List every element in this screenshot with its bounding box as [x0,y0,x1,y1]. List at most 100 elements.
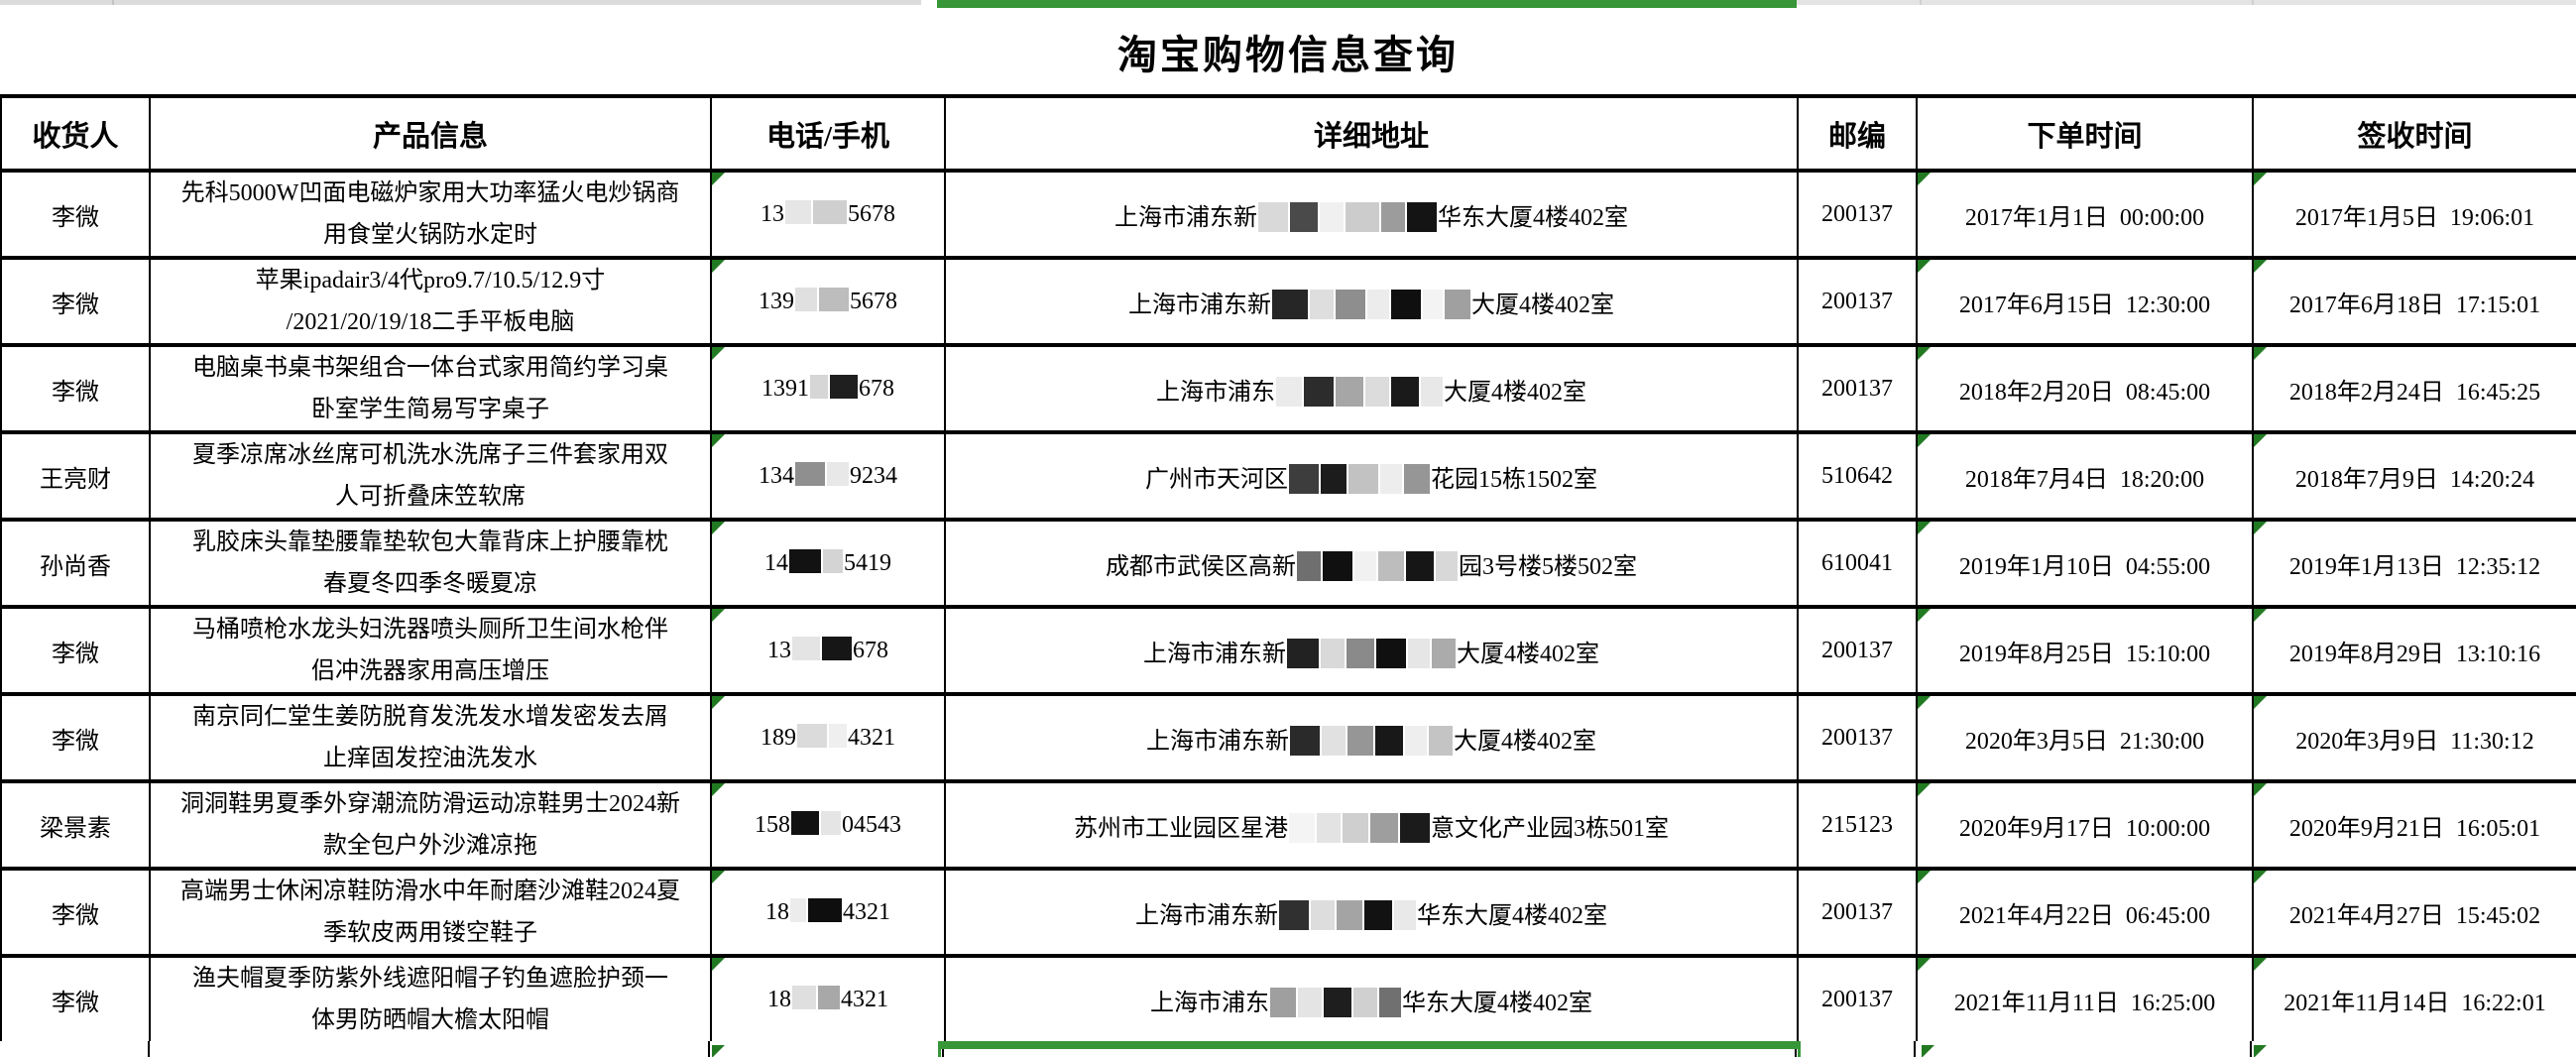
table-row[interactable]: 李微 先科5000W凹面电磁炉家用大功率猛火电炒锅商 用食堂火锅防水定时 13 5… [0,169,2576,260]
phone-cell[interactable]: 18 4321 [710,954,946,1045]
product-cell[interactable]: 洞洞鞋男夏季外穿潮流防滑运动凉鞋男士2024新 款全包户外沙滩凉拖 [149,779,712,871]
recipient-cell[interactable]: 孙尚香 [0,518,151,609]
recipient-name: 李微 [52,990,99,1016]
zip-cell[interactable]: 610041 [1797,518,1918,609]
redaction-box [1364,899,1392,930]
address-cell[interactable]: 广州市天河区 花园15栋1502室 [944,430,1799,522]
zip-cell[interactable]: 200137 [1797,169,1918,260]
zip-cell[interactable]: 200137 [1797,605,1918,696]
table-row[interactable]: 李微 渔夫帽夏季防紫外线遮阳帽子钓鱼遮脸护颈一 体男防晒帽大檐太阳帽 18 432… [0,954,2576,1045]
zip-cell[interactable]: 510642 [1797,430,1918,522]
error-triangle-icon [1919,436,1931,447]
table-row[interactable]: 李微 电脑桌书桌书架组合一体台式家用简约学习桌 卧室学生简易写字桌子 1391 6… [0,343,2576,434]
zip-cell[interactable]: 200137 [1797,256,1918,347]
header-zip[interactable]: 邮编 [1797,94,1918,173]
product-cell[interactable]: 苹果ipadair3/4代pro9.7/10.5/12.9寸 /2021/20/… [149,256,712,347]
table-row[interactable]: 孙尚香 乳胶床头靠垫腰靠垫软包大靠背床上护腰靠枕 春夏冬四季冬暖夏凉 14 541… [0,518,2576,609]
address-cell[interactable]: 苏州市工业园区星港 意文化产业园3栋501室 [944,779,1799,871]
product-cell[interactable]: 渔夫帽夏季防紫外线遮阳帽子钓鱼遮脸护颈一 体男防晒帽大檐太阳帽 [149,954,712,1045]
order-time-cell[interactable]: 2019年8月25日 15:10:00 [1916,605,2254,696]
header-recipient[interactable]: 收货人 [0,94,151,173]
product-cell[interactable]: 乳胶床头靠垫腰靠垫软包大靠背床上护腰靠枕 春夏冬四季冬暖夏凉 [149,518,712,609]
phone-cell[interactable]: 139 5678 [710,256,946,347]
error-triangle-icon [713,960,725,971]
phone-redaction [796,724,848,751]
header-address[interactable]: 详细地址 [944,94,1799,173]
recipient-name: 李微 [52,641,99,667]
zip-cell[interactable]: 200137 [1797,692,1918,783]
header-phone[interactable]: 电话/手机 [710,94,946,173]
order-time-cell[interactable]: 2021年11月11日 16:25:00 [1916,954,2254,1045]
product-cell[interactable]: 南京同仁堂生姜防脱育发洗发水增发密发去屑 止痒固发控油洗发水 [149,692,712,783]
order-time-cell[interactable]: 2021年4月22日 06:45:00 [1916,867,2254,958]
order-time: 2017年1月1日 00:00:00 [1964,204,2205,231]
table-row[interactable]: 李微 苹果ipadair3/4代pro9.7/10.5/12.9寸 /2021/… [0,256,2576,347]
recipient-cell[interactable]: 李微 [0,169,151,260]
order-time-cell[interactable]: 2020年3月5日 21:30:00 [1916,692,2254,783]
product-cell[interactable]: 高端男士休闲凉鞋防滑水中年耐磨沙滩鞋2024夏 季软皮两用镂空鞋子 [149,867,712,958]
order-time-cell[interactable]: 2019年1月10日 04:55:00 [1916,518,2254,609]
address-prefix: 苏州市工业园区星港 [1074,815,1288,842]
recipient-cell[interactable]: 李微 [0,692,151,783]
header-order-time[interactable]: 下单时间 [1916,94,2254,173]
address-cell[interactable]: 上海市浦东新 华东大厦4楼402室 [944,867,1799,958]
sign-time-cell[interactable]: 2019年8月29日 13:10:16 [2252,605,2576,696]
recipient-cell[interactable]: 李微 [0,605,151,696]
address-cell[interactable]: 上海市浦东 大厦4楼402室 [944,343,1799,434]
zip-cell[interactable]: 200137 [1797,343,1918,434]
recipient-cell[interactable]: 王亮财 [0,430,151,522]
phone-cell[interactable]: 14 5419 [710,518,946,609]
product-cell[interactable]: 电脑桌书桌书架组合一体台式家用简约学习桌 卧室学生简易写字桌子 [149,343,712,434]
recipient-cell[interactable]: 李微 [0,343,151,434]
table-row[interactable]: 李微 南京同仁堂生姜防脱育发洗发水增发密发去屑 止痒固发控油洗发水 189 432… [0,692,2576,783]
table-row[interactable]: 李微 马桶喷枪水龙头妇洗器喷头厕所卫生间水枪伴 侣冲洗器家用高压增压 13 678… [0,605,2576,696]
table-row[interactable]: 王亮财 夏季凉席冰丝席可机洗水洗席子三件套家用双 人可折叠床笠软席 134 923… [0,430,2576,522]
product-cell[interactable]: 马桶喷枪水龙头妇洗器喷头厕所卫生间水枪伴 侣冲洗器家用高压增压 [149,605,712,696]
table-row[interactable]: 梁景素 洞洞鞋男夏季外穿潮流防滑运动凉鞋男士2024新 款全包户外沙滩凉拖 15… [0,779,2576,871]
error-triangle-icon [1922,1045,1934,1057]
zip-cell[interactable]: 200137 [1797,954,1918,1045]
address-cell[interactable]: 上海市浦东新 大厦4楼402室 [944,692,1799,783]
header-product[interactable]: 产品信息 [149,94,712,173]
sign-time-cell[interactable]: 2018年7月9日 14:20:24 [2252,430,2576,522]
sign-time-cell[interactable]: 2020年9月21日 16:05:01 [2252,779,2576,871]
error-triangle-icon [1919,873,1931,883]
phone-cell[interactable]: 158 04543 [710,779,946,871]
product-cell[interactable]: 先科5000W凹面电磁炉家用大功率猛火电炒锅商 用食堂火锅防水定时 [149,169,712,260]
sign-time-cell[interactable]: 2017年1月5日 19:06:01 [2252,169,2576,260]
sign-time-cell[interactable]: 2019年1月13日 12:35:12 [2252,518,2576,609]
order-time-cell[interactable]: 2020年9月17日 10:00:00 [1916,779,2254,871]
product-cell[interactable]: 夏季凉席冰丝席可机洗水洗席子三件套家用双 人可折叠床笠软席 [149,430,712,522]
address-cell[interactable]: 成都市武侯区高新 园3号楼5楼502室 [944,518,1799,609]
phone-cell[interactable]: 13 678 [710,605,946,696]
recipient-cell[interactable]: 李微 [0,867,151,958]
order-time-cell[interactable]: 2018年7月4日 18:20:00 [1916,430,2254,522]
phone-cell[interactable]: 189 4321 [710,692,946,783]
recipient-cell[interactable]: 梁景素 [0,779,151,871]
phone-cell[interactable]: 18 4321 [710,867,946,958]
zip-cell[interactable]: 200137 [1797,867,1918,958]
address-cell[interactable]: 上海市浦东新 大厦4楼402室 [944,256,1799,347]
order-time-cell[interactable]: 2017年6月15日 12:30:00 [1916,256,2254,347]
redaction-box [1354,550,1376,581]
recipient-cell[interactable]: 李微 [0,256,151,347]
table-row[interactable]: 李微 高端男士休闲凉鞋防滑水中年耐磨沙滩鞋2024夏 季软皮两用镂空鞋子 18 4… [0,867,2576,958]
phone-cell[interactable]: 134 9234 [710,430,946,522]
recipient-cell[interactable]: 李微 [0,954,151,1045]
redaction-box [1290,725,1320,756]
product-line1: 苹果ipadair3/4代pro9.7/10.5/12.9寸 [255,268,606,294]
phone-cell[interactable]: 13 5678 [710,169,946,260]
sign-time-cell[interactable]: 2018年2月24日 16:45:25 [2252,343,2576,434]
order-time-cell[interactable]: 2017年1月1日 00:00:00 [1916,169,2254,260]
phone-cell[interactable]: 1391 678 [710,343,946,434]
sign-time-cell[interactable]: 2021年11月14日 16:22:01 [2252,954,2576,1045]
address-cell[interactable]: 上海市浦东新 华东大厦4楼402室 [944,169,1799,260]
address-cell[interactable]: 上海市浦东新 大厦4楼402室 [944,605,1799,696]
zip-cell[interactable]: 215123 [1797,779,1918,871]
sign-time-cell[interactable]: 2017年6月18日 17:15:01 [2252,256,2576,347]
sign-time-cell[interactable]: 2021年4月27日 15:45:02 [2252,867,2576,958]
address-cell[interactable]: 上海市浦东 华东大厦4楼402室 [944,954,1799,1045]
sign-time-cell[interactable]: 2020年3月9日 11:30:12 [2252,692,2576,783]
order-time-cell[interactable]: 2018年2月20日 08:45:00 [1916,343,2254,434]
header-sign-time[interactable]: 签收时间 [2252,94,2576,173]
